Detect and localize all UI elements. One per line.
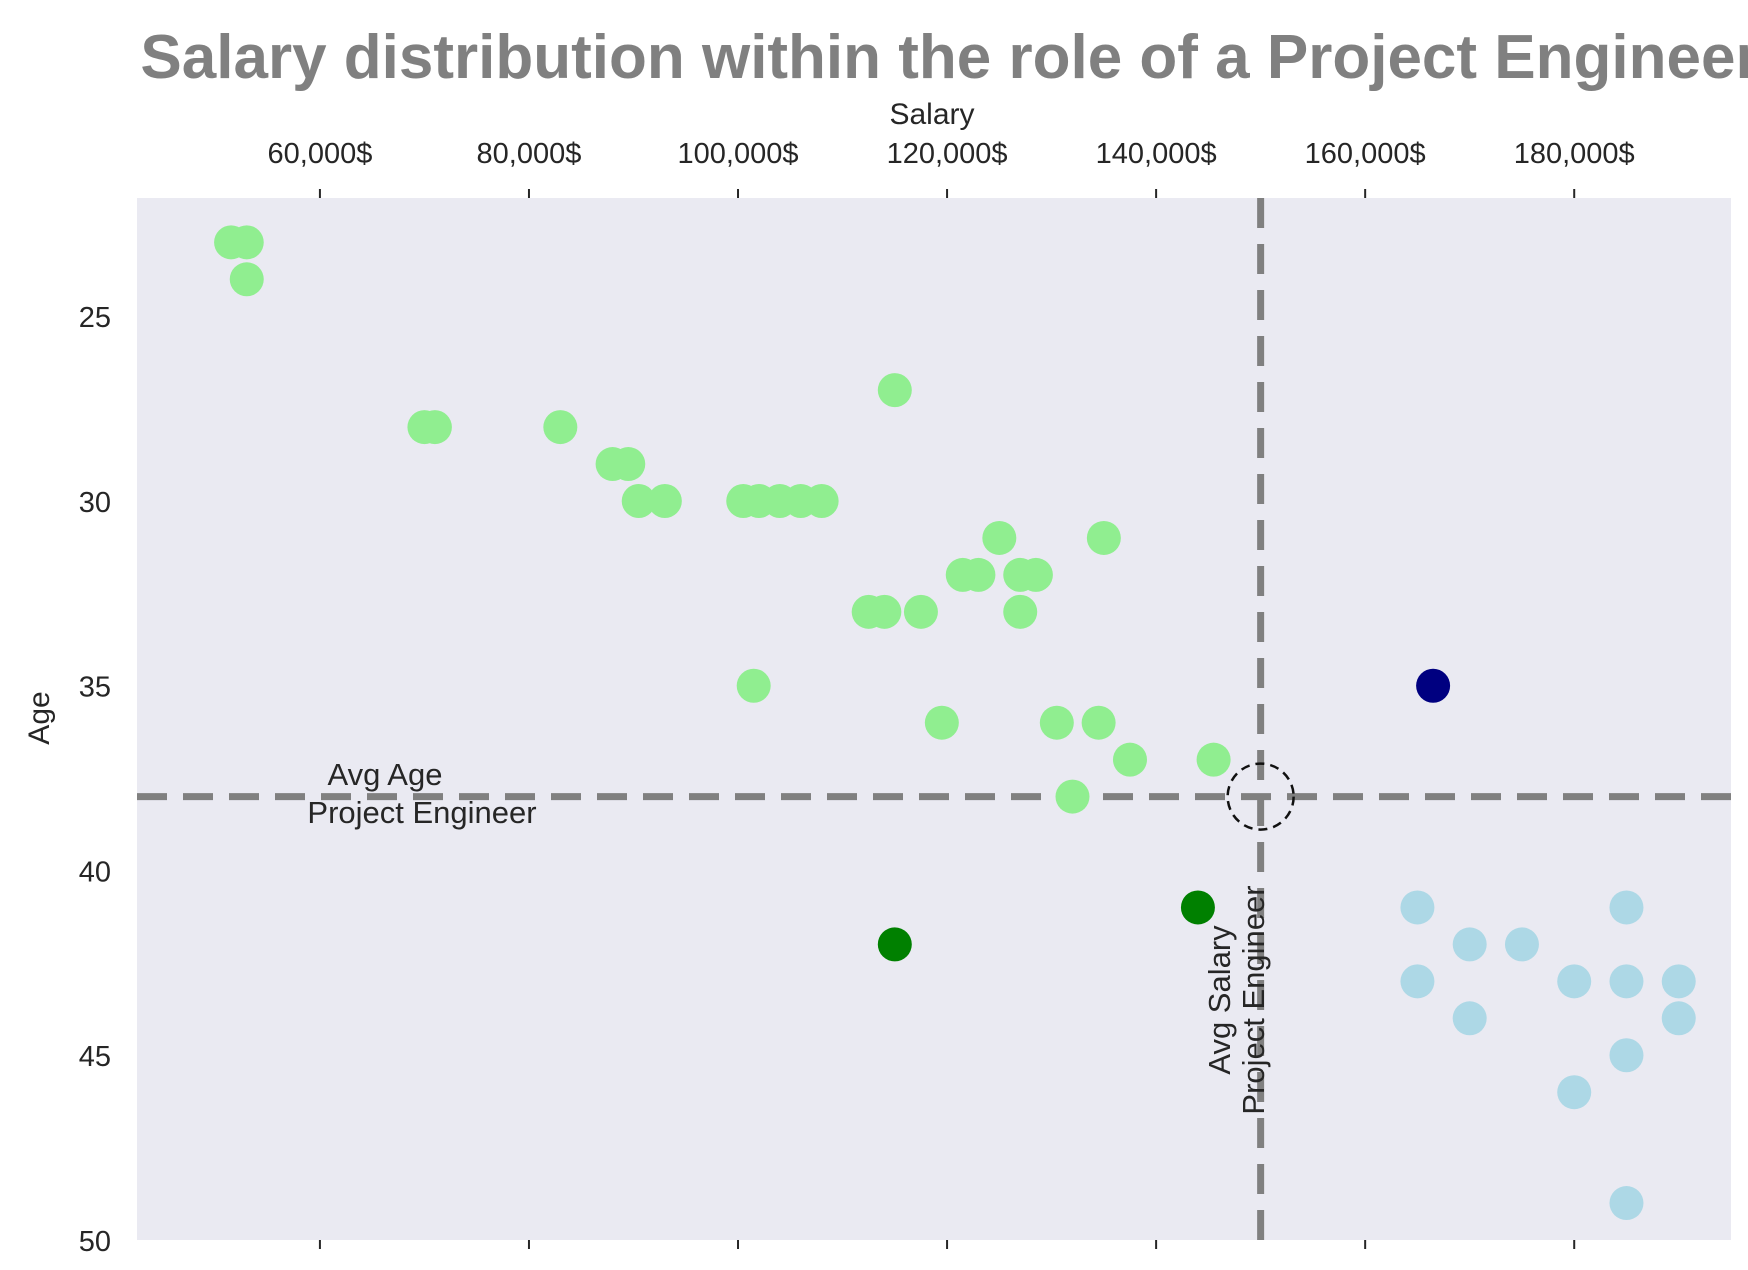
data-point (1081, 705, 1116, 740)
avg-age-label-line1: Avg Age (328, 757, 443, 792)
data-point (1609, 1186, 1644, 1221)
data-point (924, 705, 959, 740)
y-tick-label: 35 (79, 672, 111, 704)
data-point (961, 557, 996, 592)
data-point (1557, 964, 1592, 999)
data-point (1018, 557, 1053, 592)
data-point (1609, 964, 1644, 999)
data-point (1452, 1001, 1487, 1036)
y-axis-ticks: 25 30 35 40 45 50 (79, 302, 111, 1258)
data-point (1504, 927, 1539, 962)
data-point (877, 373, 912, 408)
data-point (1609, 890, 1644, 925)
avg-marker-circle (1226, 762, 1295, 831)
data-point (229, 262, 264, 297)
data-point (1003, 594, 1038, 629)
x-tick-label: 160,000$ (1305, 138, 1426, 170)
data-points (214, 225, 1696, 1221)
x-tick-label: 180,000$ (1514, 138, 1635, 170)
y-tick-label: 50 (79, 1226, 111, 1258)
x-axis-label: Salary (889, 98, 974, 131)
y-tick-label: 40 (79, 856, 111, 888)
avg-salary-label-line1: Avg Salary (1202, 925, 1237, 1075)
y-tick-label: 30 (79, 487, 111, 519)
y-tick-label: 25 (79, 302, 111, 334)
data-point (1661, 1001, 1696, 1036)
data-point (647, 483, 682, 518)
data-point (417, 410, 452, 445)
data-point (982, 520, 1017, 555)
average-lines (137, 198, 1731, 1240)
data-point (867, 594, 902, 629)
data-point (1180, 890, 1215, 925)
data-point (1086, 520, 1121, 555)
data-point (903, 594, 938, 629)
data-point (1039, 705, 1074, 740)
data-point (1400, 890, 1435, 925)
chart-title: Salary distribution within the role of a… (140, 23, 1748, 92)
data-point (621, 483, 656, 518)
data-point (736, 668, 771, 703)
x-tick-label: 80,000$ (477, 138, 582, 170)
data-point (611, 447, 646, 482)
data-point (877, 927, 912, 962)
x-tick-label: 140,000$ (1096, 138, 1217, 170)
data-point (229, 225, 264, 260)
data-point (1400, 964, 1435, 999)
y-tick-label: 45 (79, 1041, 111, 1073)
x-axis-ticks: 60,000$ 80,000$ 100,000$ 120,000$ 140,000$ 16… (268, 138, 1635, 1249)
data-point (1661, 964, 1696, 999)
y-axis-label: Age (23, 691, 56, 744)
data-point (1196, 742, 1231, 777)
x-tick-label: 60,000$ (268, 138, 373, 170)
x-tick-label: 100,000$ (678, 138, 799, 170)
data-point (1452, 927, 1487, 962)
data-point (1112, 742, 1147, 777)
data-point (1055, 779, 1090, 814)
x-tick-label: 120,000$ (887, 138, 1008, 170)
data-point (1557, 1075, 1592, 1110)
avg-salary-label-line2: Project Engineer (1236, 885, 1271, 1114)
data-point (543, 410, 578, 445)
avg-age-label-line2: Project Engineer (307, 795, 536, 830)
data-point (804, 483, 839, 518)
data-point (1416, 668, 1451, 703)
data-point (1609, 1038, 1644, 1073)
